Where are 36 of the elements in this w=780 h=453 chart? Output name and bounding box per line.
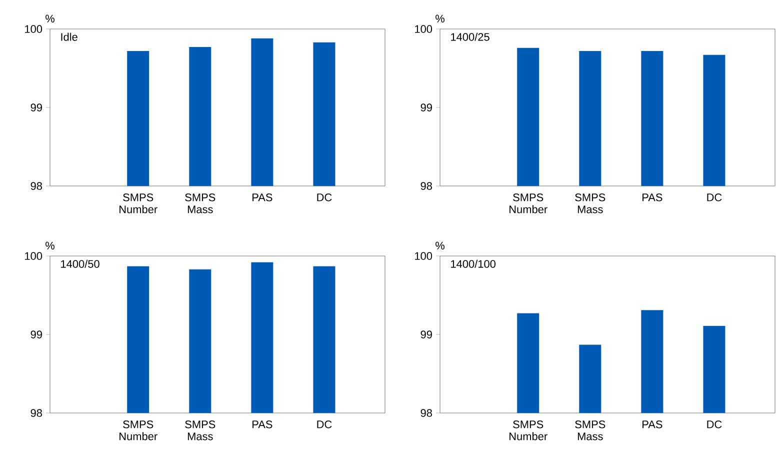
y-tick-label: 99: [420, 104, 432, 112]
y-tick-label: 98: [420, 182, 432, 190]
x-tick-label: SMPS Mass: [575, 420, 606, 440]
x-tick-label: PAS: [252, 194, 272, 202]
y-axis-title: %: [46, 14, 54, 22]
y-tick-label: 98: [30, 409, 42, 417]
x-tick-label: SMPS Number: [510, 194, 548, 214]
y-tick-label: 98: [420, 409, 432, 417]
x-tick-label: SMPS Number: [120, 420, 158, 440]
chart-title: 1400/50: [61, 260, 100, 268]
y-tick-label: 100: [25, 252, 42, 260]
x-tick-label: DC: [317, 194, 332, 202]
x-tick-label: DC: [317, 420, 332, 428]
x-tick-label: SMPS Number: [510, 420, 548, 440]
x-tick-label: PAS: [252, 420, 272, 428]
x-tick-label: SMPS Mass: [575, 194, 606, 214]
y-tick-label: 100: [415, 252, 432, 260]
y-tick-label: 100: [25, 25, 42, 33]
x-tick-label: DC: [707, 194, 722, 202]
x-tick-label: PAS: [642, 194, 662, 202]
y-tick-label: 98: [30, 182, 42, 190]
chart-title: 1400/25: [451, 32, 490, 41]
chart-title: 1400/100: [451, 260, 496, 268]
y-axis-title: %: [436, 242, 444, 250]
y-tick-label: 100: [415, 25, 432, 33]
y-tick-label: 99: [30, 104, 42, 112]
y-tick-label: 99: [30, 330, 42, 338]
x-tick-label: SMPS Number: [120, 194, 158, 214]
y-axis-title: %: [436, 14, 444, 22]
y-tick-label: 99: [420, 330, 432, 338]
x-tick-label: PAS: [642, 420, 662, 428]
x-tick-label: SMPS Mass: [185, 420, 216, 440]
chart-title: Idle: [61, 32, 78, 41]
x-tick-label: SMPS Mass: [185, 194, 216, 214]
y-axis-title: %: [46, 242, 54, 250]
x-tick-label: DC: [707, 420, 722, 428]
